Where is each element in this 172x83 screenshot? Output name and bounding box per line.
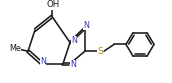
Text: N: N (83, 21, 89, 30)
Text: N: N (71, 36, 77, 45)
Text: N: N (70, 60, 76, 69)
Text: N: N (40, 57, 46, 66)
Text: OH: OH (46, 0, 60, 9)
Text: Me: Me (9, 44, 21, 53)
Text: S: S (97, 47, 103, 56)
